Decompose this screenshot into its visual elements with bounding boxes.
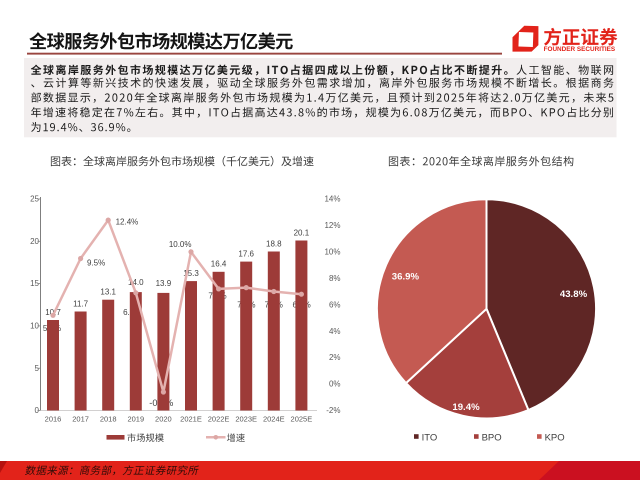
svg-text:10.0%: 10.0% [169,240,192,249]
svg-text:2017: 2017 [72,415,89,424]
svg-text:KPO: KPO [545,433,565,444]
svg-text:2018: 2018 [100,415,117,424]
svg-text:2023E: 2023E [235,415,257,424]
svg-text:2022E: 2022E [208,415,230,424]
svg-text:2016: 2016 [45,415,62,424]
svg-text:12.4%: 12.4% [116,217,139,226]
svg-text:2%: 2% [329,353,341,362]
svg-text:16.4: 16.4 [211,260,227,269]
svg-text:4%: 4% [329,327,341,336]
svg-text:19.4%: 19.4% [452,402,480,413]
svg-text:14.0: 14.0 [128,278,144,287]
svg-text:0: 0 [35,406,40,415]
svg-text:0%: 0% [329,380,341,389]
svg-text:2025E: 2025E [291,415,313,424]
svg-text:15.3: 15.3 [183,269,199,278]
svg-text:10: 10 [30,322,39,331]
svg-text:6%: 6% [329,300,341,309]
svg-text:36.9%: 36.9% [392,271,420,282]
svg-text:BPO: BPO [482,433,502,444]
svg-text:2019: 2019 [127,415,144,424]
svg-text:FOUNDER SECURITIES: FOUNDER SECURITIES [544,46,616,53]
svg-text:15: 15 [30,279,39,288]
svg-text:2021E: 2021E [180,415,202,424]
svg-text:14%: 14% [324,195,340,204]
svg-text:18.8: 18.8 [266,239,282,248]
svg-text:9.5%: 9.5% [87,258,105,267]
svg-text:13.9: 13.9 [156,279,172,288]
svg-text:11.7: 11.7 [73,299,89,308]
svg-text:-2%: -2% [326,406,340,415]
svg-text:20: 20 [30,237,39,246]
svg-text:13.1: 13.1 [100,288,116,297]
svg-text:20.1: 20.1 [294,228,310,237]
svg-text:43.8%: 43.8% [560,289,588,300]
svg-text:10%: 10% [324,248,340,257]
svg-text:2024E: 2024E [263,415,285,424]
svg-text:12%: 12% [324,221,340,230]
svg-text:17.6: 17.6 [238,249,254,258]
svg-text:5: 5 [35,364,40,373]
svg-text:25: 25 [30,195,39,204]
svg-text:ITO: ITO [422,433,438,444]
svg-text:8%: 8% [329,274,341,283]
svg-text:2020: 2020 [155,415,172,424]
